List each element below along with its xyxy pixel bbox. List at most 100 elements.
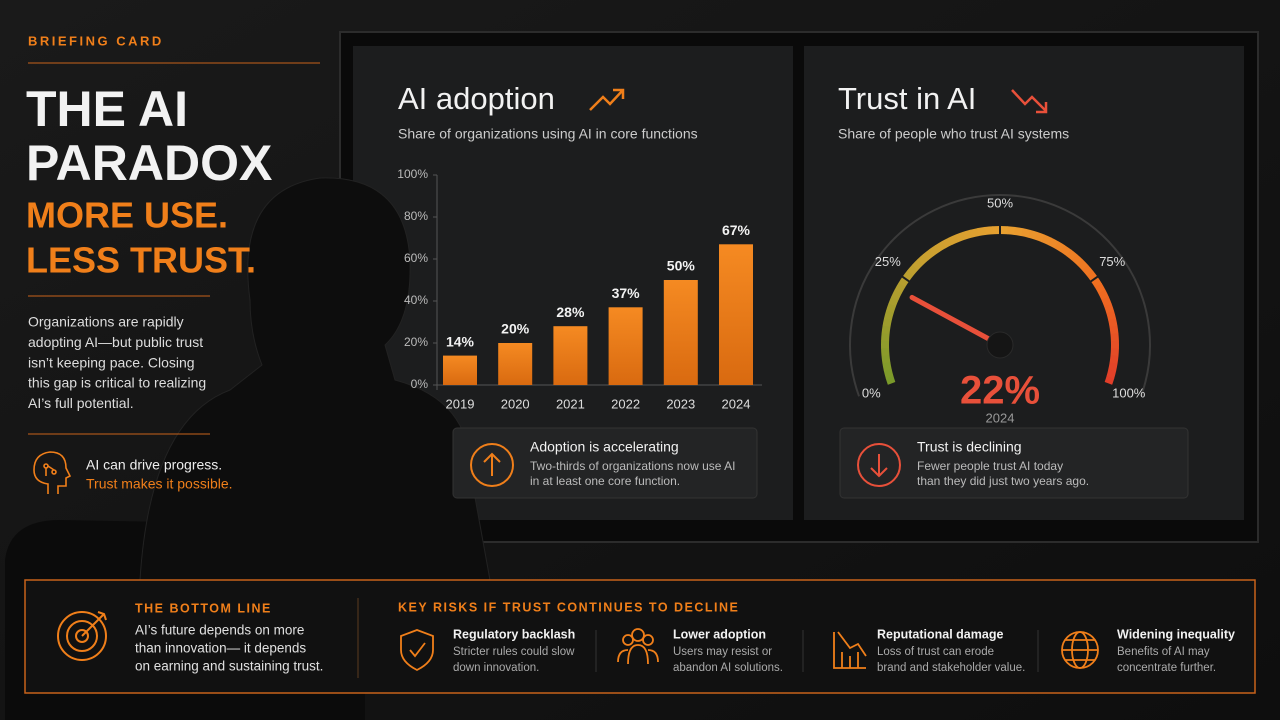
needle-hub — [986, 331, 1014, 359]
gauge-arc — [969, 228, 980, 238]
gauge-arc — [1101, 296, 1112, 307]
gauge-arc — [1109, 325, 1119, 335]
chart-subtitle: Share of organizations using AI in core … — [398, 126, 698, 142]
risk-text: Loss of trust can erode — [877, 646, 994, 658]
gauge-arc — [935, 241, 946, 252]
callout-title: Adoption is accelerating — [530, 439, 679, 455]
bottom-text: on earning and sustaining trust. — [135, 659, 323, 674]
arrow-icon — [483, 452, 501, 476]
gauge-arc — [881, 354, 891, 364]
gauge-arc — [1090, 276, 1102, 288]
gauge-arc — [1098, 289, 1109, 301]
y-tick-label: 100% — [397, 167, 428, 181]
x-tick-label: 2023 — [666, 396, 695, 411]
tick-mark — [886, 381, 897, 387]
target-icon — [57, 611, 107, 661]
gauge-arc — [1071, 254, 1083, 266]
gauge-arc — [917, 254, 929, 266]
value-label: 37% — [612, 285, 641, 301]
gauge-tick-label: 75% — [1099, 254, 1125, 269]
gauge-arc — [881, 325, 891, 335]
title: PARADOX — [26, 135, 272, 191]
gauge-arc — [1109, 355, 1119, 364]
gauge-arc — [888, 296, 899, 307]
x-tick-label: 2021 — [556, 396, 585, 411]
bar — [608, 307, 643, 385]
risk-text: concentrate further. — [1117, 662, 1216, 674]
risk-text: abandon AI solutions. — [673, 662, 783, 674]
gauge-arc — [1104, 376, 1115, 386]
gauge-tick-label: 25% — [875, 254, 901, 269]
chart-title: Trust in AI — [838, 81, 976, 116]
gauge-arc — [884, 310, 894, 321]
value-label: 67% — [722, 222, 751, 238]
gauge-arc — [894, 282, 906, 294]
callout-box — [452, 427, 758, 499]
risk-title: Reputational damage — [877, 627, 1003, 641]
gauge-arc — [1054, 241, 1066, 253]
value-label: 14% — [446, 333, 475, 349]
gauge-track — [849, 194, 1151, 397]
bottom-text: than innovation— it depends — [135, 641, 306, 656]
gauge-arc — [1104, 303, 1115, 314]
bar — [443, 355, 477, 385]
trend-icon — [589, 88, 625, 111]
label: BRIEFING CARD — [28, 33, 164, 48]
gauge-arc — [912, 259, 924, 271]
gauge-arc — [1021, 228, 1031, 238]
gauge-value: 22% — [960, 369, 1040, 413]
callout-box — [839, 427, 1189, 499]
gauge-arc — [1014, 226, 1024, 237]
tick-mark — [901, 275, 911, 283]
body-text: AI’s full potential. — [28, 395, 134, 411]
gauge-arc — [984, 226, 994, 235]
tagline: MORE USE. — [26, 195, 228, 236]
person-silhouette — [139, 177, 491, 581]
gauge-arc — [885, 375, 896, 386]
callout-text: in at least one core function. — [530, 474, 680, 488]
bottom-band — [24, 579, 1256, 694]
risk-title: Lower adoption — [673, 627, 766, 641]
y-tick-label: 0% — [411, 377, 429, 391]
gauge-arc — [962, 229, 973, 240]
section-label: THE BOTTOM LINE — [135, 601, 272, 615]
x-tick-label: 2019 — [446, 396, 475, 411]
gauge-arc — [948, 234, 959, 245]
gauge-arc — [1106, 369, 1117, 379]
trend-icon — [1011, 89, 1048, 114]
gauge-arc — [1048, 237, 1059, 249]
tagline: LESS TRUST. — [26, 240, 256, 281]
value-label: 20% — [501, 321, 530, 337]
gauge-arc — [1108, 318, 1118, 328]
gauge-arc — [882, 317, 892, 328]
y-tick-label: 80% — [404, 209, 428, 223]
bar — [498, 343, 533, 385]
arrow-icon — [857, 443, 901, 487]
gauge-arc — [1108, 362, 1118, 372]
y-tick-label: 60% — [404, 251, 428, 265]
gauge-tick-label: 100% — [1112, 385, 1146, 400]
gauge-arc — [907, 264, 919, 276]
arrow-icon — [870, 454, 888, 478]
section-label: KEY RISKS IF TRUST CONTINUES TO DECLINE — [398, 600, 739, 614]
value-label: 28% — [556, 304, 585, 320]
gauge-arc — [902, 270, 914, 282]
risk-text: brand and stakeholder value. — [877, 662, 1025, 674]
x-tick-label: 2022 — [611, 396, 640, 411]
gauge-arc — [977, 226, 987, 237]
title: THE AI — [26, 81, 188, 137]
gauge-arc — [1110, 333, 1119, 342]
callout-text: Two-thirds of organizations now use AI — [530, 459, 735, 473]
body-text: Organizations are rapidly — [28, 314, 184, 330]
tick-mark — [1103, 381, 1114, 387]
gauge-arc — [1082, 264, 1094, 276]
gauge-arc — [1007, 226, 1016, 235]
gauge-arc — [1106, 310, 1117, 321]
gauge-arc — [1066, 249, 1078, 261]
body-text: adopting AI—but public trust — [28, 334, 203, 350]
gauge-year: 2024 — [986, 410, 1015, 425]
callout-title: Trust is declining — [917, 439, 1022, 455]
chart-subtitle: Share of people who trust AI systems — [838, 126, 1069, 142]
